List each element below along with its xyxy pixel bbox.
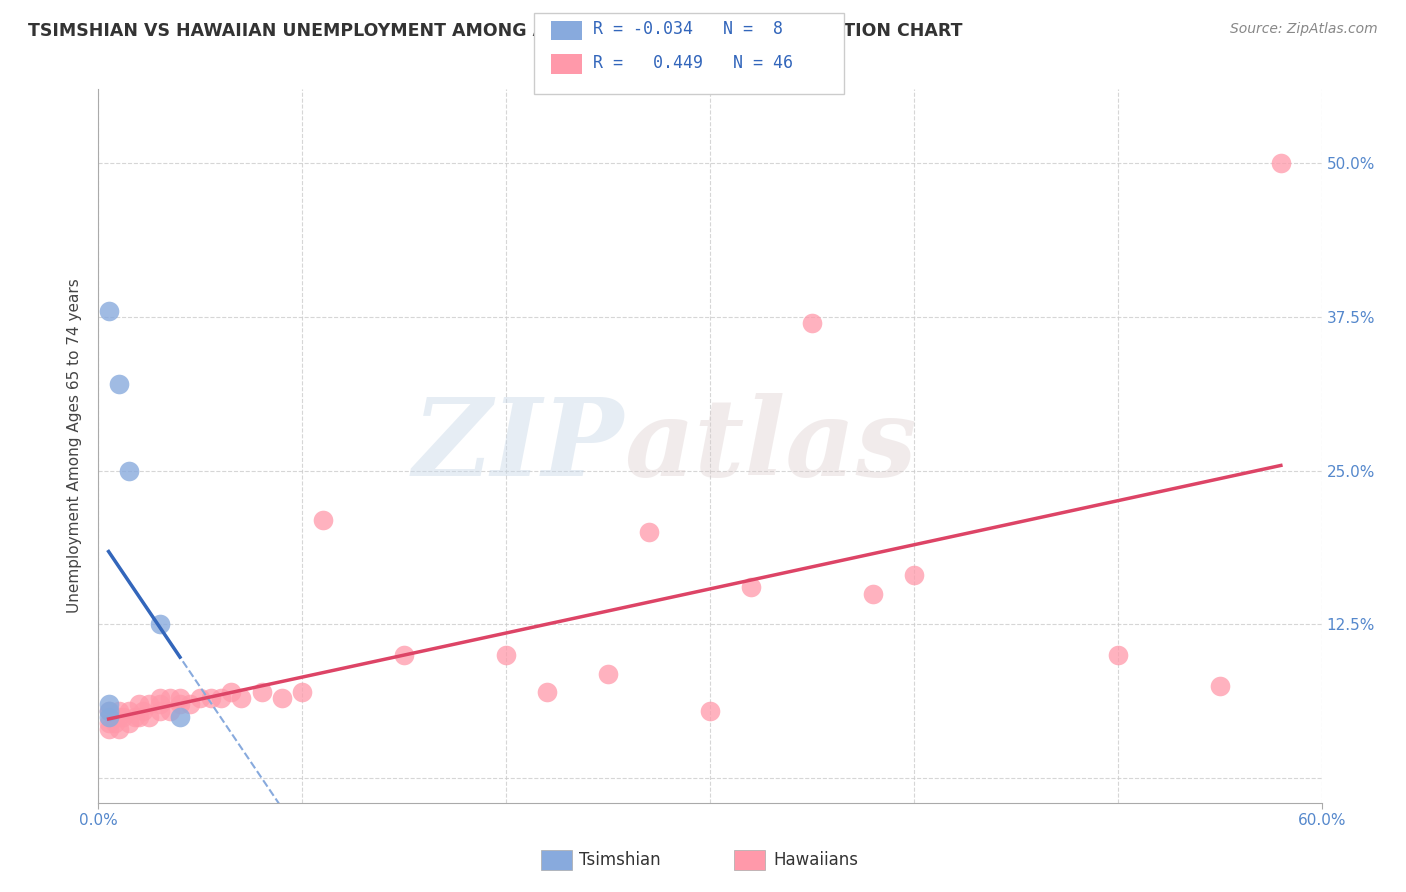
Point	[108, 377, 131, 392]
Point	[209, 691, 232, 706]
Point	[124, 709, 146, 723]
Point	[132, 704, 155, 718]
Point	[118, 715, 141, 730]
Text: TSIMSHIAN VS HAWAIIAN UNEMPLOYMENT AMONG AGES 65 TO 74 YEARS CORRELATION CHART: TSIMSHIAN VS HAWAIIAN UNEMPLOYMENT AMONG…	[28, 22, 963, 40]
Point	[128, 698, 150, 712]
Text: ZIP: ZIP	[413, 393, 624, 499]
Y-axis label: Unemployment Among Ages 65 to 74 years: Unemployment Among Ages 65 to 74 years	[67, 278, 83, 614]
Point	[862, 587, 884, 601]
Point	[97, 722, 120, 736]
Point	[1107, 648, 1129, 662]
Point	[149, 704, 172, 718]
Point	[149, 698, 172, 712]
Point	[104, 715, 127, 730]
Point	[97, 303, 120, 318]
Point	[740, 581, 762, 595]
Point	[108, 704, 131, 718]
Text: Source: ZipAtlas.com: Source: ZipAtlas.com	[1230, 22, 1378, 37]
Point	[638, 525, 661, 540]
Point	[188, 691, 212, 706]
Point	[250, 685, 273, 699]
Point	[159, 691, 181, 706]
Point	[159, 704, 181, 718]
Point	[219, 685, 242, 699]
Point	[138, 698, 160, 712]
Point	[1270, 156, 1292, 170]
Point	[291, 685, 314, 699]
Point	[179, 698, 201, 712]
Point	[97, 709, 120, 723]
Text: R =   0.449   N = 46: R = 0.449 N = 46	[593, 54, 793, 72]
Point	[149, 691, 172, 706]
Point	[149, 617, 172, 632]
Point	[903, 568, 925, 582]
Point	[699, 704, 721, 718]
Text: Hawaiians: Hawaiians	[773, 851, 858, 869]
Point	[128, 709, 150, 723]
Point	[97, 704, 120, 718]
Text: Tsimshian: Tsimshian	[579, 851, 661, 869]
Point	[801, 316, 824, 330]
Point	[97, 704, 120, 718]
Point	[536, 685, 558, 699]
Point	[270, 691, 294, 706]
Point	[200, 691, 222, 706]
Point	[118, 464, 141, 478]
Text: R = -0.034   N =  8: R = -0.034 N = 8	[593, 21, 783, 38]
Point	[169, 691, 191, 706]
Point	[138, 709, 160, 723]
Point	[392, 648, 416, 662]
Point	[312, 513, 335, 527]
Point	[169, 709, 191, 723]
Point	[97, 698, 120, 712]
Point	[495, 648, 517, 662]
Point	[97, 715, 120, 730]
Point	[108, 722, 131, 736]
Point	[108, 709, 131, 723]
Point	[169, 698, 191, 712]
Point	[231, 691, 253, 706]
Point	[598, 666, 620, 681]
Point	[111, 709, 134, 723]
Text: atlas: atlas	[624, 393, 917, 499]
Point	[1209, 679, 1232, 693]
Point	[118, 704, 141, 718]
